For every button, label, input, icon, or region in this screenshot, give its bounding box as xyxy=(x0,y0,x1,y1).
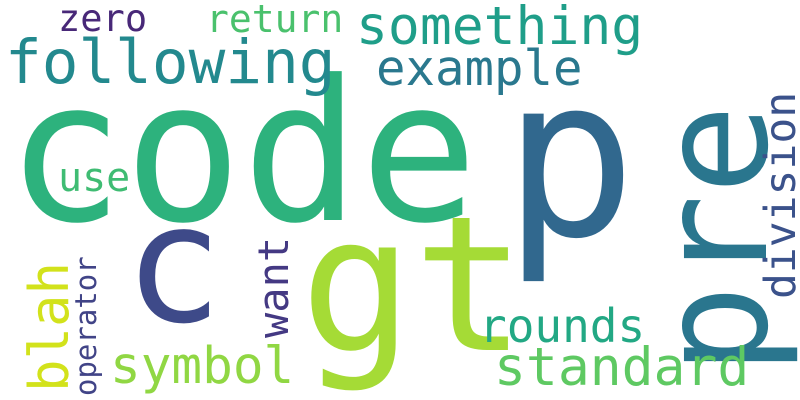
word-something: something xyxy=(356,0,644,57)
word-gt: gt xyxy=(300,176,527,395)
word-zero: zero xyxy=(58,0,148,40)
word-following: following xyxy=(5,27,336,98)
word-use: use xyxy=(58,155,131,201)
word-return: return xyxy=(206,0,344,41)
word-code: code xyxy=(6,39,479,267)
word-example: example xyxy=(376,40,583,97)
word-c: c xyxy=(124,169,223,360)
word-operator: operator xyxy=(69,256,103,396)
word-p: p xyxy=(503,30,637,288)
word-standard: standard xyxy=(494,337,750,398)
word-symbol: symbol xyxy=(110,337,295,396)
word-want: want xyxy=(249,236,298,338)
word-division: division xyxy=(756,91,800,299)
word-rounds: rounds xyxy=(479,299,646,353)
